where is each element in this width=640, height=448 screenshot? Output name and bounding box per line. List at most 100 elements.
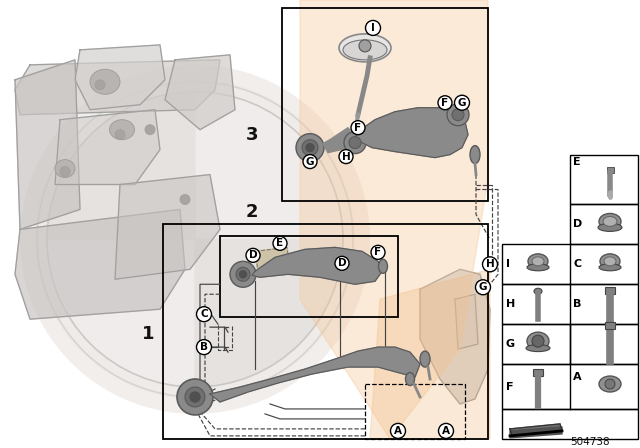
Bar bbox=[502, 364, 638, 409]
Text: F: F bbox=[374, 247, 381, 257]
Circle shape bbox=[454, 95, 470, 110]
Wedge shape bbox=[47, 239, 195, 387]
Circle shape bbox=[306, 144, 314, 151]
Wedge shape bbox=[195, 239, 343, 387]
Circle shape bbox=[349, 137, 361, 149]
Text: F: F bbox=[355, 123, 362, 133]
Ellipse shape bbox=[532, 257, 544, 266]
Text: H: H bbox=[342, 151, 350, 162]
Polygon shape bbox=[252, 247, 382, 284]
Circle shape bbox=[20, 65, 370, 414]
Text: E: E bbox=[276, 238, 284, 248]
Polygon shape bbox=[15, 210, 185, 319]
Circle shape bbox=[447, 104, 469, 126]
Circle shape bbox=[239, 271, 246, 278]
Bar bbox=[220, 237, 398, 317]
Ellipse shape bbox=[90, 69, 120, 94]
Circle shape bbox=[246, 248, 260, 263]
Ellipse shape bbox=[55, 159, 75, 177]
Circle shape bbox=[302, 140, 318, 155]
Circle shape bbox=[115, 129, 125, 140]
Text: B: B bbox=[573, 299, 581, 309]
Circle shape bbox=[339, 150, 353, 164]
Bar bbox=[570, 204, 638, 244]
Circle shape bbox=[196, 307, 211, 322]
Circle shape bbox=[359, 40, 371, 52]
Circle shape bbox=[335, 256, 349, 270]
Bar bbox=[605, 322, 615, 329]
Bar bbox=[163, 224, 488, 439]
Circle shape bbox=[351, 121, 365, 135]
Text: 504738: 504738 bbox=[570, 437, 610, 447]
Ellipse shape bbox=[339, 34, 391, 62]
Ellipse shape bbox=[603, 216, 617, 226]
Circle shape bbox=[605, 379, 615, 389]
Bar bbox=[502, 284, 638, 324]
Ellipse shape bbox=[527, 264, 549, 271]
Polygon shape bbox=[323, 128, 355, 153]
Circle shape bbox=[35, 80, 355, 399]
Text: F: F bbox=[442, 98, 449, 108]
Ellipse shape bbox=[598, 224, 622, 232]
Wedge shape bbox=[47, 92, 195, 239]
Ellipse shape bbox=[526, 345, 550, 352]
Circle shape bbox=[236, 267, 250, 281]
Bar bbox=[605, 287, 615, 294]
Circle shape bbox=[185, 387, 205, 407]
Ellipse shape bbox=[420, 351, 430, 367]
Ellipse shape bbox=[599, 376, 621, 392]
Text: G: G bbox=[506, 339, 515, 349]
Polygon shape bbox=[510, 424, 562, 436]
Ellipse shape bbox=[528, 254, 548, 269]
Polygon shape bbox=[115, 175, 220, 279]
Circle shape bbox=[532, 335, 544, 347]
Circle shape bbox=[390, 423, 406, 439]
Bar bbox=[365, 384, 465, 439]
Ellipse shape bbox=[378, 259, 387, 273]
Ellipse shape bbox=[406, 373, 415, 386]
Polygon shape bbox=[510, 427, 562, 438]
Circle shape bbox=[303, 155, 317, 168]
Ellipse shape bbox=[534, 288, 542, 294]
Polygon shape bbox=[370, 269, 490, 439]
Bar bbox=[607, 167, 614, 172]
Circle shape bbox=[438, 96, 452, 110]
Circle shape bbox=[230, 261, 256, 287]
Circle shape bbox=[273, 237, 287, 250]
Circle shape bbox=[95, 80, 105, 90]
Ellipse shape bbox=[600, 254, 620, 269]
Bar bbox=[282, 8, 488, 202]
Bar bbox=[570, 155, 638, 204]
Text: H: H bbox=[486, 259, 494, 269]
Polygon shape bbox=[15, 60, 80, 229]
Circle shape bbox=[145, 125, 155, 135]
Text: F: F bbox=[506, 382, 513, 392]
Circle shape bbox=[344, 132, 366, 154]
Text: 1: 1 bbox=[141, 325, 154, 343]
Circle shape bbox=[452, 109, 464, 121]
Wedge shape bbox=[195, 92, 343, 239]
Circle shape bbox=[196, 340, 211, 354]
Ellipse shape bbox=[343, 40, 387, 60]
Bar bbox=[502, 409, 638, 439]
Ellipse shape bbox=[470, 146, 480, 164]
Text: 3: 3 bbox=[246, 125, 259, 144]
Circle shape bbox=[438, 423, 454, 439]
Circle shape bbox=[365, 21, 381, 35]
Text: 2: 2 bbox=[246, 203, 259, 221]
Polygon shape bbox=[15, 60, 220, 115]
Polygon shape bbox=[75, 45, 165, 110]
Text: H: H bbox=[506, 299, 515, 309]
Text: A: A bbox=[442, 426, 450, 436]
Polygon shape bbox=[255, 247, 290, 271]
Circle shape bbox=[476, 280, 490, 295]
Text: G: G bbox=[306, 157, 314, 167]
Polygon shape bbox=[55, 110, 160, 185]
Text: D: D bbox=[573, 220, 582, 229]
Polygon shape bbox=[210, 347, 420, 402]
Bar bbox=[502, 324, 570, 364]
Text: A: A bbox=[394, 426, 402, 436]
Bar bbox=[570, 324, 638, 364]
Circle shape bbox=[371, 246, 385, 259]
Text: I: I bbox=[506, 259, 510, 269]
